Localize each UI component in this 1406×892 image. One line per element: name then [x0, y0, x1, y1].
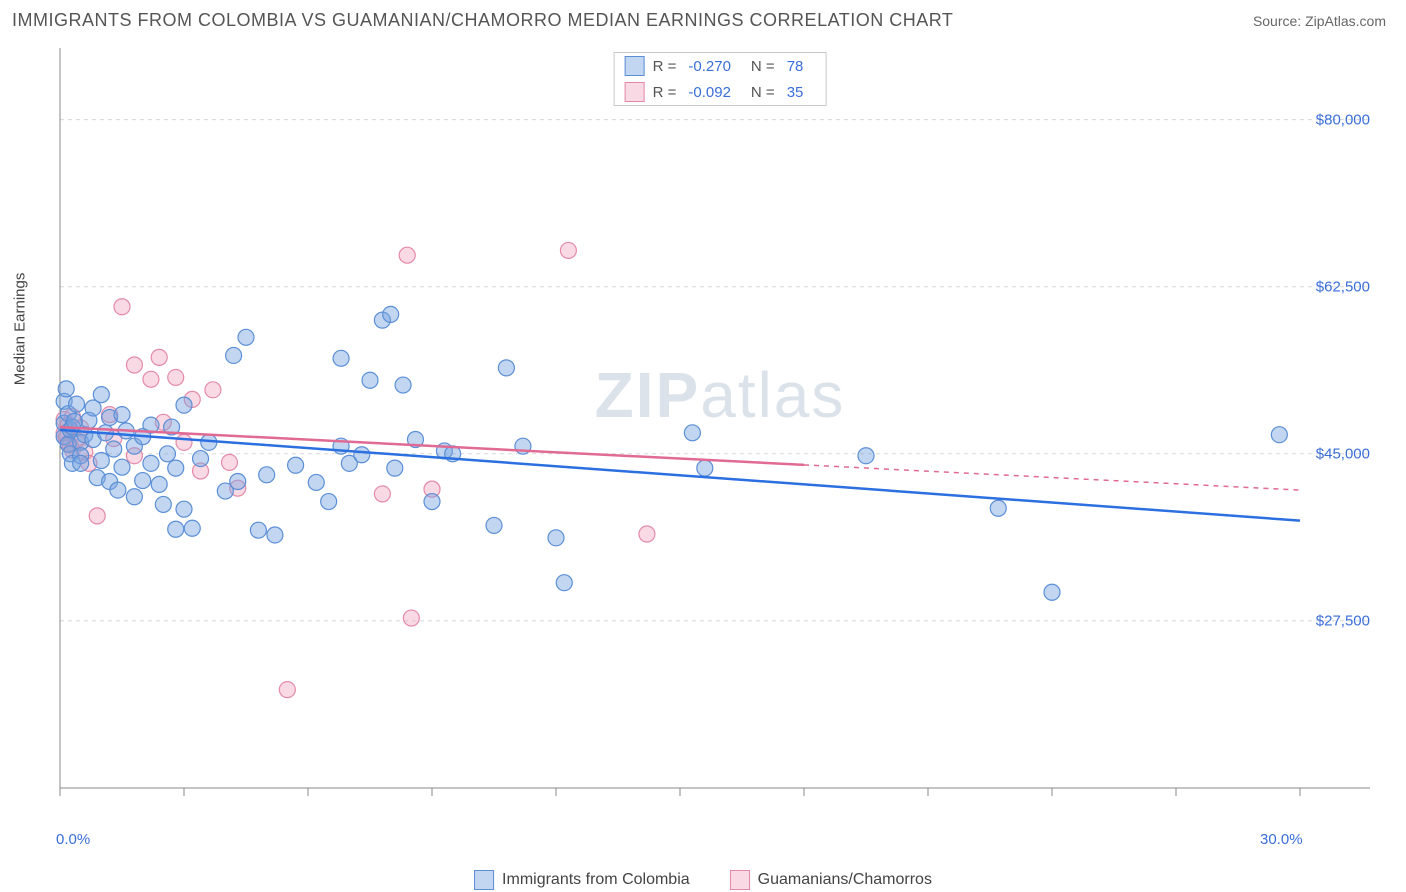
y-tick-label: $27,500	[1316, 612, 1370, 629]
r-value-2: -0.092	[688, 84, 731, 101]
series-legend-item-2: Guamanians/Chamorros	[730, 870, 932, 890]
y-tick-label: $80,000	[1316, 111, 1370, 128]
chart-area: Median Earnings ZIPatlas R = -0.270 N = …	[50, 48, 1390, 818]
series-label-1: Immigrants from Colombia	[502, 871, 690, 889]
r-value-1: -0.270	[688, 58, 731, 75]
correlation-legend: R = -0.270 N = 78 R = -0.092 N = 35	[614, 52, 827, 106]
r-label: R =	[653, 58, 677, 75]
source-attribution: Source: ZipAtlas.com	[1253, 13, 1386, 29]
x-tick-label: 30.0%	[1260, 831, 1303, 848]
scatter-plot	[50, 48, 1390, 818]
r-label: R =	[653, 84, 677, 101]
chart-header: IMMIGRANTS FROM COLOMBIA VS GUAMANIAN/CH…	[0, 0, 1406, 39]
source-label: Source:	[1253, 13, 1305, 29]
n-value-2: 35	[787, 84, 804, 101]
y-tick-label: $45,000	[1316, 445, 1370, 462]
n-value-1: 78	[787, 58, 804, 75]
legend-swatch-blue	[474, 870, 494, 890]
y-axis-label: Median Earnings	[12, 273, 29, 386]
source-value: ZipAtlas.com	[1305, 13, 1386, 29]
correlation-legend-row-2: R = -0.092 N = 35	[615, 79, 826, 105]
y-tick-label: $62,500	[1316, 278, 1370, 295]
series-legend: Immigrants from Colombia Guamanians/Cham…	[474, 870, 932, 890]
legend-swatch-blue	[625, 56, 645, 76]
series-label-2: Guamanians/Chamorros	[758, 871, 932, 889]
x-tick-label: 0.0%	[56, 831, 90, 848]
legend-swatch-pink	[625, 82, 645, 102]
correlation-legend-row-1: R = -0.270 N = 78	[615, 53, 826, 79]
legend-swatch-pink	[730, 870, 750, 890]
n-label: N =	[751, 58, 775, 75]
n-label: N =	[751, 84, 775, 101]
chart-title: IMMIGRANTS FROM COLOMBIA VS GUAMANIAN/CH…	[12, 10, 953, 31]
series-legend-item-1: Immigrants from Colombia	[474, 870, 690, 890]
